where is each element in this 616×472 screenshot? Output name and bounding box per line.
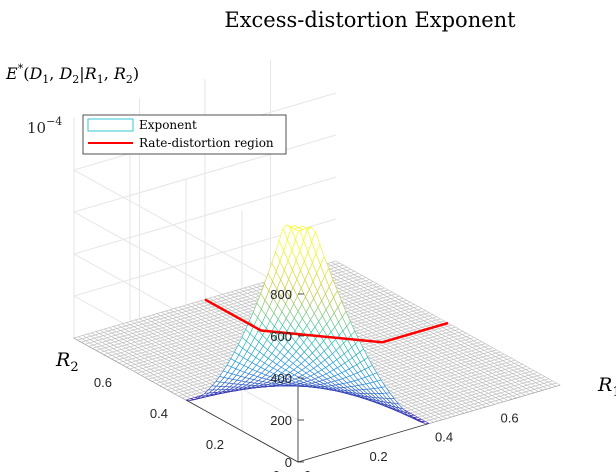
legend-label-exponent: Exponent [139, 118, 197, 132]
rate-distortion-boundary [204, 298, 449, 344]
y-axis-label: R2 [55, 349, 79, 375]
z-tick-label: 200 [270, 413, 292, 428]
legend-swatch-exponent [87, 118, 134, 132]
z-axis-label: E*(D1, D2|R1, R2) [5, 62, 139, 86]
tick-labels: 0 200 400 600 800 0 0.2 0.4 0.6 0 0.2 0.4 0.6 [94, 287, 519, 472]
surface-cell [293, 227, 304, 232]
exponent-surface [73, 224, 561, 424]
x-tick-label: 0.2 [370, 449, 388, 464]
y-tick-label: 0.6 [94, 375, 112, 390]
x-axis-label: R1 [597, 374, 616, 400]
x-tick-label: 0.4 [435, 430, 453, 445]
rate-distortion-line [204, 298, 449, 344]
chart-title: Excess-distortion Exponent [224, 8, 516, 32]
y-tick-label: 0 [273, 468, 280, 472]
y-tick-label: 0.4 [150, 406, 168, 421]
legend-label-rate-distortion: Rate-distortion region [139, 136, 274, 150]
z-exponent-label: 10−4 [27, 115, 62, 137]
z-tick-label: 800 [270, 287, 292, 302]
legend: Exponent Rate-distortion region [82, 114, 287, 155]
x-tick-label: 0.6 [501, 410, 519, 425]
z-tick-label: 0 [285, 455, 292, 470]
z-tick-label: 600 [270, 329, 292, 344]
y-tick-label: 0.2 [206, 437, 224, 452]
z-tick-label: 400 [270, 371, 292, 386]
legend-box [82, 114, 287, 155]
x-tick-label: 0 [304, 468, 311, 472]
